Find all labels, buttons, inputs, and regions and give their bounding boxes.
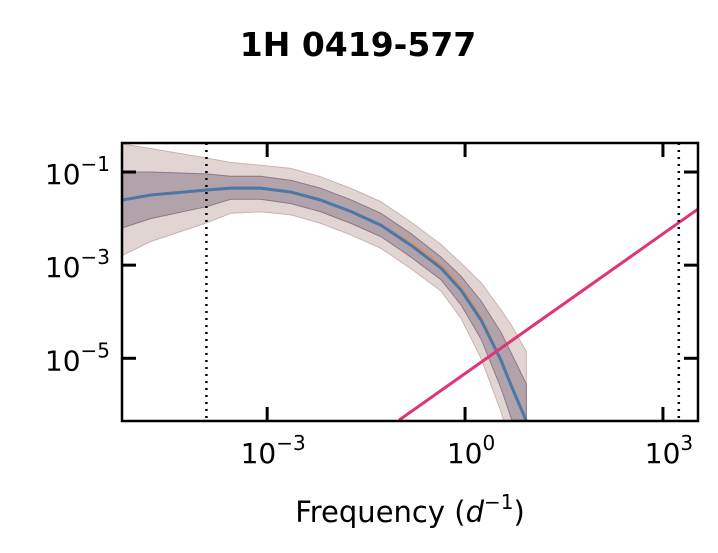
tick-label: 10−1 (45, 152, 110, 191)
tick-exponent: −3 (81, 245, 110, 269)
tick-base: 10 (645, 437, 681, 470)
tick-base: 10 (45, 251, 81, 284)
tick-exponent: −3 (276, 431, 305, 455)
tick-base: 10 (45, 344, 81, 377)
confidence-band (122, 171, 527, 421)
axes-frame (120, 141, 700, 423)
x-axis-label-part: ) (513, 495, 524, 529)
tick-base: 10 (447, 437, 483, 470)
model-line (398, 207, 698, 421)
tick-exponent: −1 (81, 152, 110, 176)
tick-exponent: −5 (81, 338, 110, 362)
tick-label: 100 (447, 431, 495, 470)
tick-base: 10 (45, 158, 81, 191)
tick-label: 10−3 (241, 431, 306, 470)
tick-exponent: 3 (680, 431, 693, 455)
x-axis-label-part: d (466, 495, 485, 529)
confidence-band (122, 143, 527, 421)
tick-exponent: 0 (483, 431, 496, 455)
tick-label: 10−5 (45, 338, 110, 377)
x-axis-label-part: Frequency ( (295, 495, 465, 529)
tick-base: 10 (241, 437, 277, 470)
plot-area (122, 143, 698, 421)
tick-label: 103 (645, 431, 693, 470)
median-line (122, 186, 528, 421)
chart-title: 1H 0419-577 (240, 25, 477, 64)
tick-label: 10−3 (45, 245, 110, 284)
x-axis-label: Frequency (d−1) (295, 490, 525, 529)
x-axis-label-part: −1 (484, 490, 513, 514)
